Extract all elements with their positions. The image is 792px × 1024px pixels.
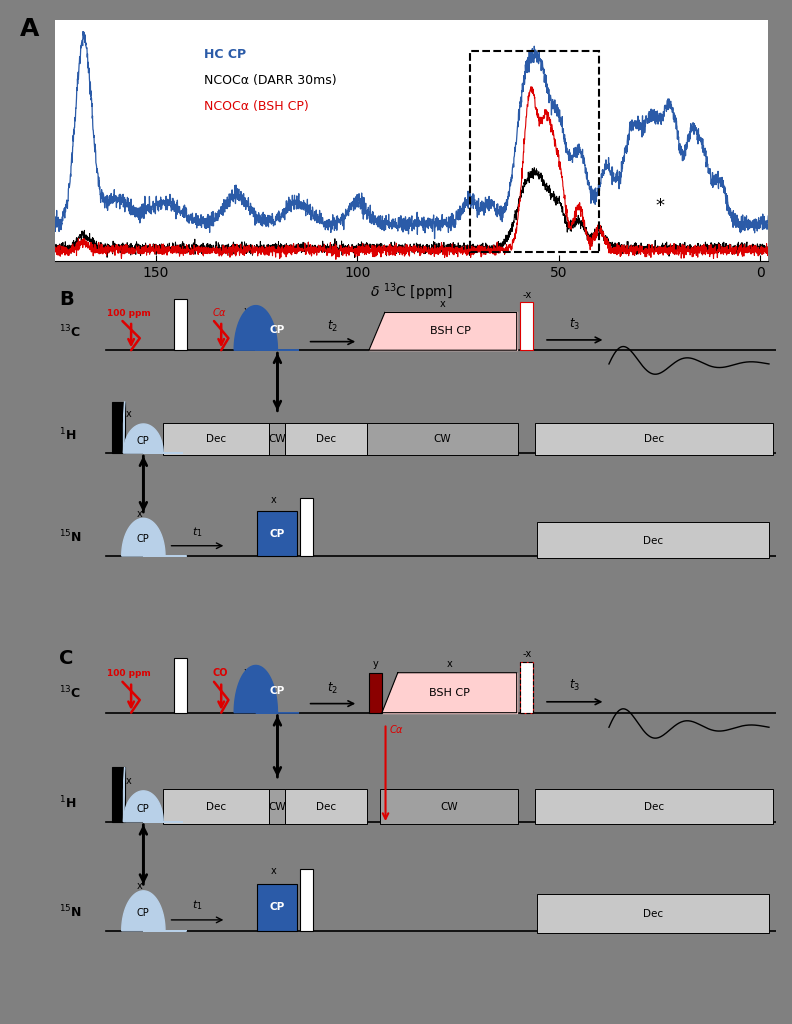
Text: Dec: Dec (644, 802, 664, 812)
Text: Dec: Dec (206, 802, 226, 812)
Bar (284, 423, 367, 456)
Bar (163, 423, 268, 456)
Text: x: x (271, 495, 276, 505)
Polygon shape (234, 305, 299, 350)
Text: $t_1$: $t_1$ (192, 898, 203, 912)
Text: $C\alpha$: $C\alpha$ (389, 723, 404, 734)
Text: y: y (112, 402, 117, 413)
Bar (380, 790, 518, 824)
Text: C: C (59, 649, 74, 668)
Text: Dec: Dec (316, 802, 336, 812)
Text: $^{13}$C: $^{13}$C (59, 324, 81, 340)
Text: 100 ppm: 100 ppm (108, 309, 151, 317)
Bar (300, 869, 314, 931)
Text: CP: CP (137, 805, 150, 814)
Text: CW: CW (440, 802, 458, 812)
Text: y: y (112, 768, 117, 778)
Text: NCOCα (DARR 30ms): NCOCα (DARR 30ms) (204, 74, 337, 87)
Bar (257, 511, 297, 556)
Bar (174, 658, 188, 713)
Text: $t_3$: $t_3$ (569, 678, 581, 693)
Text: x: x (137, 509, 143, 518)
Text: x: x (126, 775, 131, 785)
Bar (163, 790, 268, 824)
Text: -x: -x (522, 649, 531, 659)
Text: CP: CP (270, 686, 285, 696)
Text: CP: CP (270, 326, 285, 335)
Text: $^{13}$C: $^{13}$C (59, 685, 81, 701)
Text: $C\alpha$: $C\alpha$ (212, 306, 227, 317)
Text: CW: CW (434, 434, 451, 443)
Text: NCOCα (BSH CP): NCOCα (BSH CP) (204, 100, 309, 114)
Polygon shape (369, 312, 516, 350)
Text: 100 ppm: 100 ppm (108, 670, 151, 678)
Text: -x: -x (522, 290, 531, 300)
Text: CW: CW (268, 434, 285, 443)
Text: $t_2$: $t_2$ (327, 319, 338, 335)
Bar (520, 662, 533, 713)
Text: *: * (656, 197, 664, 215)
Text: CP: CP (137, 436, 150, 446)
Text: CO: CO (212, 669, 227, 678)
Bar (367, 423, 518, 456)
Text: Dec: Dec (206, 434, 226, 443)
Text: $t_2$: $t_2$ (327, 681, 338, 695)
Bar (257, 884, 297, 931)
Polygon shape (382, 673, 516, 713)
Bar (174, 299, 188, 350)
Text: HC CP: HC CP (204, 48, 246, 60)
Text: $^{15}$N: $^{15}$N (59, 903, 82, 920)
Text: BSH CP: BSH CP (429, 327, 470, 336)
Text: x: x (244, 306, 249, 316)
Text: Dec: Dec (316, 434, 336, 443)
Bar (520, 302, 533, 350)
Text: x: x (244, 667, 249, 677)
Bar (300, 498, 314, 556)
Text: BSH CP: BSH CP (429, 688, 470, 697)
Polygon shape (234, 666, 299, 713)
Bar (535, 790, 772, 824)
Text: Dec: Dec (643, 536, 663, 546)
Polygon shape (122, 891, 187, 931)
Text: $t_1$: $t_1$ (192, 524, 203, 539)
Polygon shape (122, 518, 187, 556)
X-axis label: $\delta$ $^{13}$C [ppm]: $\delta$ $^{13}$C [ppm] (371, 282, 453, 303)
Text: CP: CP (137, 908, 150, 918)
Text: CP: CP (269, 902, 284, 912)
Bar (112, 401, 124, 453)
Polygon shape (124, 791, 183, 821)
Polygon shape (124, 424, 183, 453)
Bar (284, 790, 367, 824)
Bar (470, 51, 599, 252)
Text: x: x (440, 299, 446, 309)
Bar (537, 895, 769, 933)
Text: x: x (126, 410, 131, 419)
Text: $^{15}$N: $^{15}$N (59, 529, 82, 546)
Bar (112, 767, 124, 821)
Text: $^1$H: $^1$H (59, 795, 76, 811)
Bar (520, 662, 533, 713)
Text: x: x (137, 881, 143, 891)
Text: $t_3$: $t_3$ (569, 316, 581, 332)
Text: B: B (59, 290, 74, 309)
Bar (268, 790, 284, 824)
Text: $^1$H: $^1$H (59, 426, 76, 442)
Text: A: A (20, 16, 39, 41)
Text: x: x (271, 866, 276, 877)
Text: Dec: Dec (643, 909, 663, 920)
Text: Dec: Dec (644, 434, 664, 443)
Text: CP: CP (137, 535, 150, 544)
Bar (537, 521, 769, 558)
Bar (535, 423, 772, 456)
Text: CW: CW (268, 802, 285, 812)
Text: CP: CP (269, 528, 284, 539)
Text: y: y (372, 659, 379, 670)
Bar (268, 423, 284, 456)
Text: x: x (447, 659, 452, 670)
Bar (369, 673, 382, 713)
